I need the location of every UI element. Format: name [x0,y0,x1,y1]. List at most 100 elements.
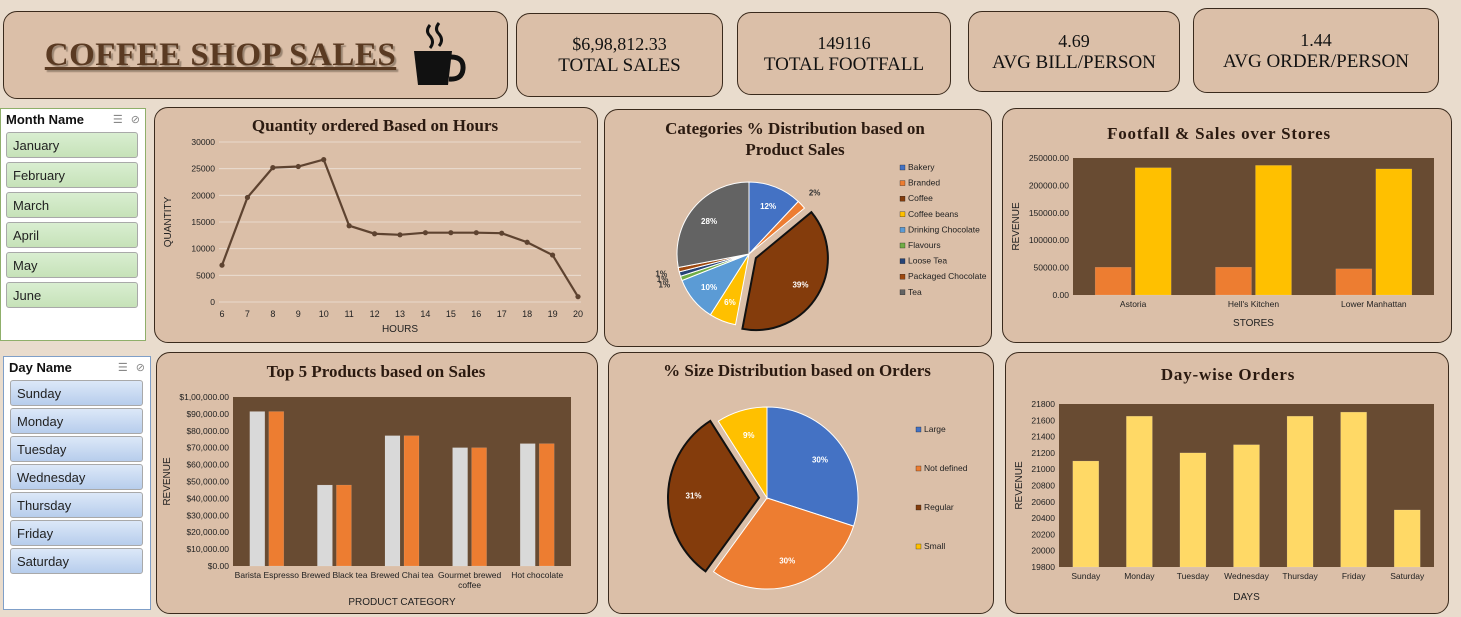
legend-swatch [899,196,906,202]
chart-title: Product Sales [745,140,845,159]
bar [1072,460,1100,568]
x-tick-label: Thursday [1282,571,1318,581]
kpi-label: AVG ORDER/PERSON [1223,50,1409,72]
kpi-total-footfall: 149116 TOTAL FOOTFALL [737,12,951,95]
x-tick-label: 9 [296,309,301,319]
clear-filter-icon[interactable]: ⊘ [135,361,145,374]
legend-swatch [899,227,906,233]
slicer-item-february[interactable]: February [6,162,138,188]
data-point [346,223,352,229]
data-point [499,230,505,236]
legend-swatch [915,504,922,511]
bar [1335,268,1373,296]
multi-select-icon[interactable]: ☰ [117,361,128,374]
slicer-item-thursday[interactable]: Thursday [10,492,143,518]
data-label: 1% [655,270,667,279]
data-point [321,157,327,163]
legend-label: Large [924,424,946,434]
data-point [371,231,378,237]
x-tick-label: Wednesday [1224,571,1269,581]
data-point [397,232,403,238]
plot-area [1073,158,1434,295]
coffee-cup-icon [414,22,466,85]
data-label: 1% [657,275,669,284]
slicer-item-june[interactable]: June [6,282,138,308]
slicer-item-friday[interactable]: Friday [10,520,143,546]
y-tick-label: 21800 [1031,399,1055,409]
x-tick-label: 16 [471,309,481,319]
y-tick-label: 200000.00 [1029,180,1069,190]
kpi-value: $6,98,812.33 [572,34,667,54]
slicer-item-march[interactable]: March [6,192,138,218]
slicer-item-monday[interactable]: Monday [10,408,143,434]
bar [1179,452,1207,568]
days-bar-chart: Day-wise Orders 19800 20000 20200 20400 20600… [1014,365,1434,603]
slicer-title: Month Name [6,111,84,127]
bar [268,411,285,567]
data-point [295,163,301,170]
y-tick-label: 50000.00 [1034,263,1070,273]
legend-swatch [899,258,906,264]
x-tick-label: 14 [420,309,430,319]
legend-label: Packaged Chocolate [908,271,987,281]
chart-title: Categories % Distribution based on [665,119,925,138]
bar [1375,168,1413,296]
slicer-item-april[interactable]: April [6,222,138,248]
data-point [422,230,429,236]
x-tick-label: Tuesday [1177,571,1210,581]
y-tick-label: 20800 [1031,481,1055,491]
slicer-item-january[interactable]: January [6,132,138,158]
bar [1134,167,1172,296]
products-chart-card: Top 5 Products based on Sales $0.00 $10,00… [156,352,598,614]
slicer-item-saturday[interactable]: Saturday [10,548,143,574]
categories-chart-card: Categories % Distribution based on Produc… [604,109,992,347]
y-tick-label: 19800 [1031,562,1055,572]
kpi-label: TOTAL SALES [558,55,681,76]
legend-label: Flavours [908,240,941,250]
x-axis-label: PRODUCT CATEGORY [348,597,456,608]
data-point [219,262,225,268]
slicer-title: Day Name [9,359,72,375]
pie-slice [766,406,859,527]
slicer-item-may[interactable]: May [6,252,138,278]
data-point [244,194,251,201]
y-axis-label: REVENUE [1011,202,1022,251]
data-label: 28% [701,217,717,226]
y-axis-label: QUANTITY [163,196,174,247]
bar [452,447,468,567]
data-point [270,165,276,171]
slicer-item-wednesday[interactable]: Wednesday [10,464,143,490]
y-tick-label: $40,000.00 [186,493,229,503]
legend-label: Tea [908,287,922,297]
x-tick-label: 18 [522,309,532,319]
products-bar-chart: Top 5 Products based on Sales $0.00 $10,00… [162,362,571,608]
y-tick-label: 30000 [191,137,215,147]
kpi-avg-order: 1.44 AVG ORDER/PERSON [1193,8,1439,93]
y-axis-label: REVENUE [1014,461,1025,510]
stores-bar-chart: Footfall & Sales over Stores 0.00 50000.00… [1011,124,1434,329]
clear-filter-icon[interactable]: ⊘ [130,113,140,126]
data-point [549,252,556,258]
multi-select-icon[interactable]: ☰ [112,113,123,126]
month-slicer: Month Name ☰ ⊘ January February March Apr… [0,108,146,341]
bar [1094,267,1132,296]
bar [471,447,487,567]
legend-swatch [899,211,906,217]
slicer-item-sunday[interactable]: Sunday [10,380,143,406]
data-label: 31% [686,492,702,501]
x-axis-label: HOURS [382,324,418,335]
x-tick-label: 19 [548,309,558,319]
kpi-avg-bill: 4.69 AVG BILL/PERSON [968,11,1180,92]
bar [336,484,352,567]
x-tick-label: 6 [219,309,224,319]
x-tick-label: Brewed Chai tea [371,570,434,580]
x-tick-label: 15 [446,309,456,319]
x-tick-label: Sunday [1071,571,1101,581]
bar [1286,415,1314,568]
y-tick-label: 25000 [191,164,215,174]
stores-chart-card: Footfall & Sales over Stores 0.00 50000.00… [1002,108,1452,343]
kpi-value: 1.44 [1300,29,1332,50]
slicer-item-tuesday[interactable]: Tuesday [10,436,143,462]
x-tick-label: Hell's Kitchen [1228,299,1280,309]
x-tick-label: 13 [395,309,405,319]
